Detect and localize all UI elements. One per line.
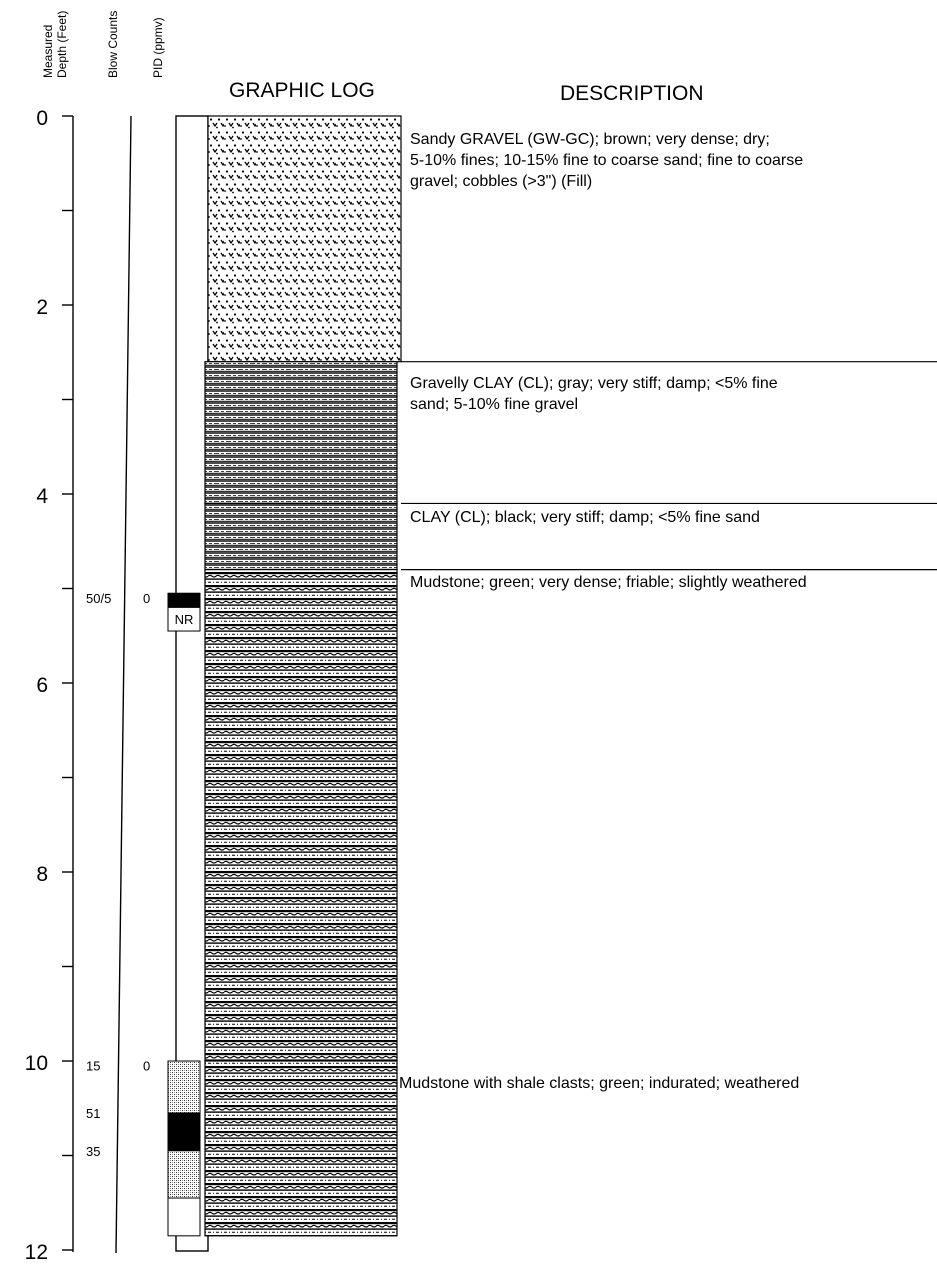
header-graphic-log: GRAPHIC LOG [229, 79, 375, 102]
layer-clay [204, 502, 398, 571]
sample-interval [167, 1112, 201, 1152]
header-pid: PID (ppmv) [151, 17, 165, 78]
depth-label: 10 [25, 1052, 48, 1075]
layer-description-line: Gravelly CLAY (CL); gray; very stiff; da… [410, 375, 778, 392]
layer-description-line: gravel; cobbles (>3") (Fill) [410, 173, 592, 190]
layer-mudstone [204, 568, 398, 1062]
header-depth-line1: Measured [41, 25, 55, 78]
blow-count-value: 50/5 [86, 591, 111, 606]
layer-description-line: 5-10% fines; 10-15% fine to coarse sand;… [410, 152, 803, 169]
blow-count-value: 15 [86, 1059, 100, 1074]
header-blow-counts: Blow Counts [106, 11, 120, 78]
sample-interval [167, 1060, 201, 1114]
layer-description-line: Mudstone with shale clasts; green; indur… [399, 1075, 799, 1092]
depth-label: 12 [25, 1241, 48, 1264]
depth-label: 6 [36, 674, 48, 697]
depth-label: 0 [36, 107, 48, 130]
layer-mudstone-shale [204, 1060, 398, 1237]
pid-value: 0 [143, 1059, 150, 1074]
blow-count-value: 35 [86, 1144, 100, 1159]
depth-label: 8 [36, 863, 48, 886]
depth-label: 2 [36, 296, 48, 319]
layer-sandy-gravel [207, 115, 402, 363]
sample-interval [167, 1150, 201, 1199]
layer-description-line: Mudstone; green; very dense; friable; sl… [410, 574, 807, 591]
depth-label: 4 [36, 485, 48, 508]
sample-interval [167, 1197, 201, 1237]
header-depth-line2: Depth (Feet) [55, 11, 69, 78]
header-description: DESCRIPTION [560, 82, 704, 105]
sample-interval [167, 592, 201, 608]
layer-description-line: Sandy GRAVEL (GW-GC); brown; very dense;… [410, 131, 770, 148]
sample-interval [167, 606, 201, 632]
sample-label-nr: NR [175, 612, 194, 627]
blow-count-value: 51 [86, 1106, 100, 1121]
layer-gravelly-clay [204, 361, 398, 505]
pid-value: 0 [143, 591, 150, 606]
layer-description-line: sand; 5-10% fine gravel [410, 396, 578, 413]
blow-column-line [115, 115, 132, 1254]
layer-description-line: CLAY (CL); black; very stiff; damp; <5% … [410, 509, 760, 526]
